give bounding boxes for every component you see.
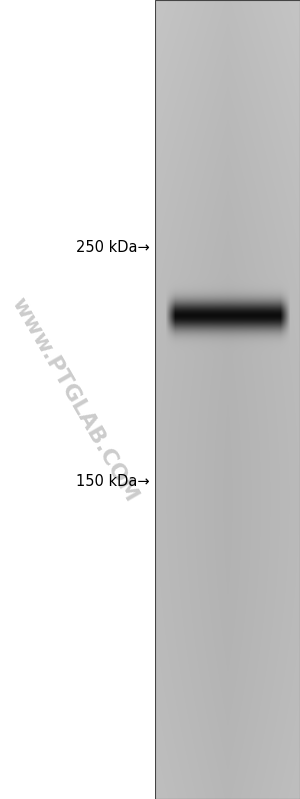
Text: 250 kDa→: 250 kDa→: [76, 240, 150, 256]
Text: 150 kDa→: 150 kDa→: [76, 475, 150, 490]
Text: www.PTGLAB.COM: www.PTGLAB.COM: [8, 294, 142, 506]
